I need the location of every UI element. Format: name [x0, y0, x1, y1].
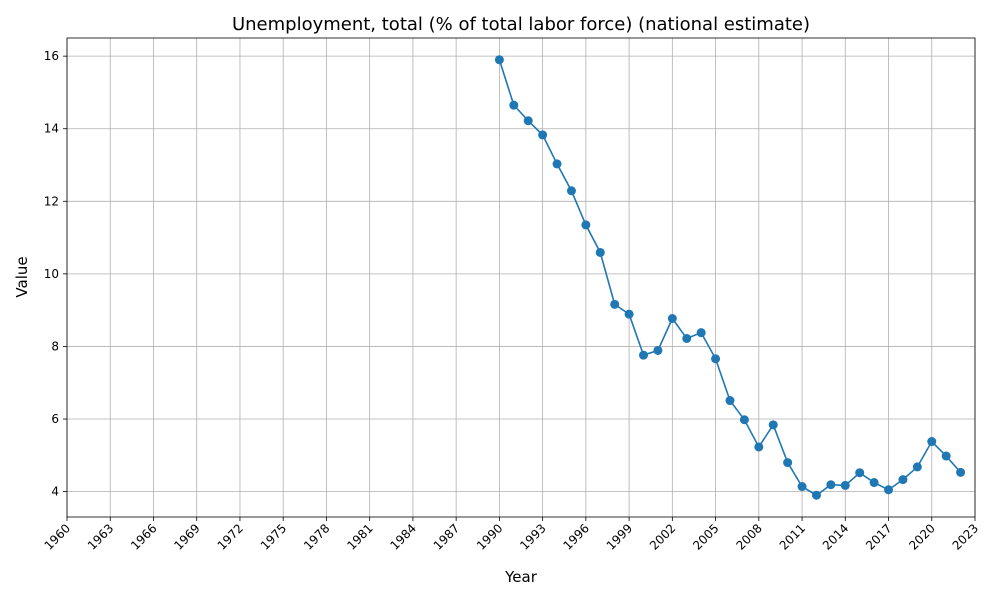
data-point-1996	[581, 220, 591, 230]
x-tick-label: 1978	[301, 521, 332, 552]
data-point-2008	[754, 442, 764, 452]
series-line	[498, 59, 962, 497]
data-point-2016	[869, 478, 879, 488]
x-tick-label: 2023	[950, 521, 981, 552]
data-point-1998	[610, 299, 620, 309]
x-tick-label: 1960	[42, 521, 73, 552]
data-point-2021	[941, 451, 951, 461]
x-tick-label: 2002	[647, 521, 678, 552]
x-tick-label: 1993	[517, 521, 548, 552]
data-point-1991	[509, 100, 519, 110]
x-tick-label: 2020	[906, 521, 937, 552]
x-tick-label: 1969	[171, 521, 202, 552]
data-point-2011	[797, 482, 807, 492]
y-tick-label: 14	[44, 122, 59, 136]
grid	[66, 38, 976, 517]
data-point-1994	[552, 159, 562, 169]
data-point-2010	[783, 458, 793, 468]
x-tick-label: 1990	[474, 521, 505, 552]
y-tick-label: 12	[44, 194, 59, 208]
x-tick-label: 1996	[560, 521, 591, 552]
data-point-2018	[898, 475, 908, 485]
data-point-2017	[884, 485, 894, 495]
x-tick-label: 1984	[388, 521, 419, 552]
data-point-2020	[927, 437, 937, 447]
x-tick-label: 2014	[820, 521, 851, 552]
data-point-2022	[956, 467, 966, 477]
data-point-2007	[739, 415, 749, 425]
data-point-2004	[696, 328, 706, 338]
plot-area-frame	[66, 37, 976, 518]
data-point-2015	[855, 468, 865, 478]
data-point-2000	[639, 350, 649, 360]
y-tick-label: 6	[51, 412, 59, 426]
data-point-2013	[826, 480, 836, 490]
data-point-1995	[566, 186, 576, 196]
data-point-2002	[667, 314, 677, 324]
series-line-group	[494, 55, 966, 500]
chart-title: Unemployment, total (% of total labor fo…	[232, 14, 810, 35]
data-point-1990	[494, 55, 504, 65]
data-point-2009	[768, 420, 778, 430]
x-tick-label: 2005	[690, 521, 721, 552]
y-tick-label: 16	[44, 49, 59, 63]
data-point-1999	[624, 309, 634, 319]
x-tick-label: 1987	[431, 521, 462, 552]
x-tick-label: 2017	[863, 521, 894, 552]
x-axis-label: Year	[504, 568, 538, 586]
x-tick-label: 2008	[733, 521, 764, 552]
data-point-2014	[840, 480, 850, 490]
data-point-2001	[653, 345, 663, 355]
data-point-2006	[725, 396, 735, 406]
data-point-2003	[682, 333, 692, 343]
x-tick-label: 2011	[777, 521, 808, 552]
data-point-2019	[912, 462, 922, 472]
data-point-1993	[538, 130, 548, 140]
y-tick-label: 4	[51, 485, 59, 499]
data-point-1992	[523, 116, 533, 126]
x-tick-label: 1999	[604, 521, 635, 552]
data-point-2005	[711, 354, 721, 364]
data-point-2012	[811, 490, 821, 500]
y-tick-label: 10	[44, 267, 59, 281]
y-axis-label: Value	[13, 256, 31, 297]
x-axis: 1960 1963 1966 1969 1972 1975 1978 1981 1984 1987…	[42, 517, 981, 553]
x-tick-label: 1981	[344, 521, 375, 552]
y-tick-label: 8	[51, 339, 59, 353]
y-axis: 4 6 8 10 12 14 16	[44, 49, 67, 499]
data-point-1997	[595, 247, 605, 257]
x-tick-label: 1963	[85, 521, 116, 552]
x-tick-label: 1972	[215, 521, 246, 552]
x-tick-label: 1966	[128, 521, 159, 552]
x-tick-label: 1975	[258, 521, 289, 552]
